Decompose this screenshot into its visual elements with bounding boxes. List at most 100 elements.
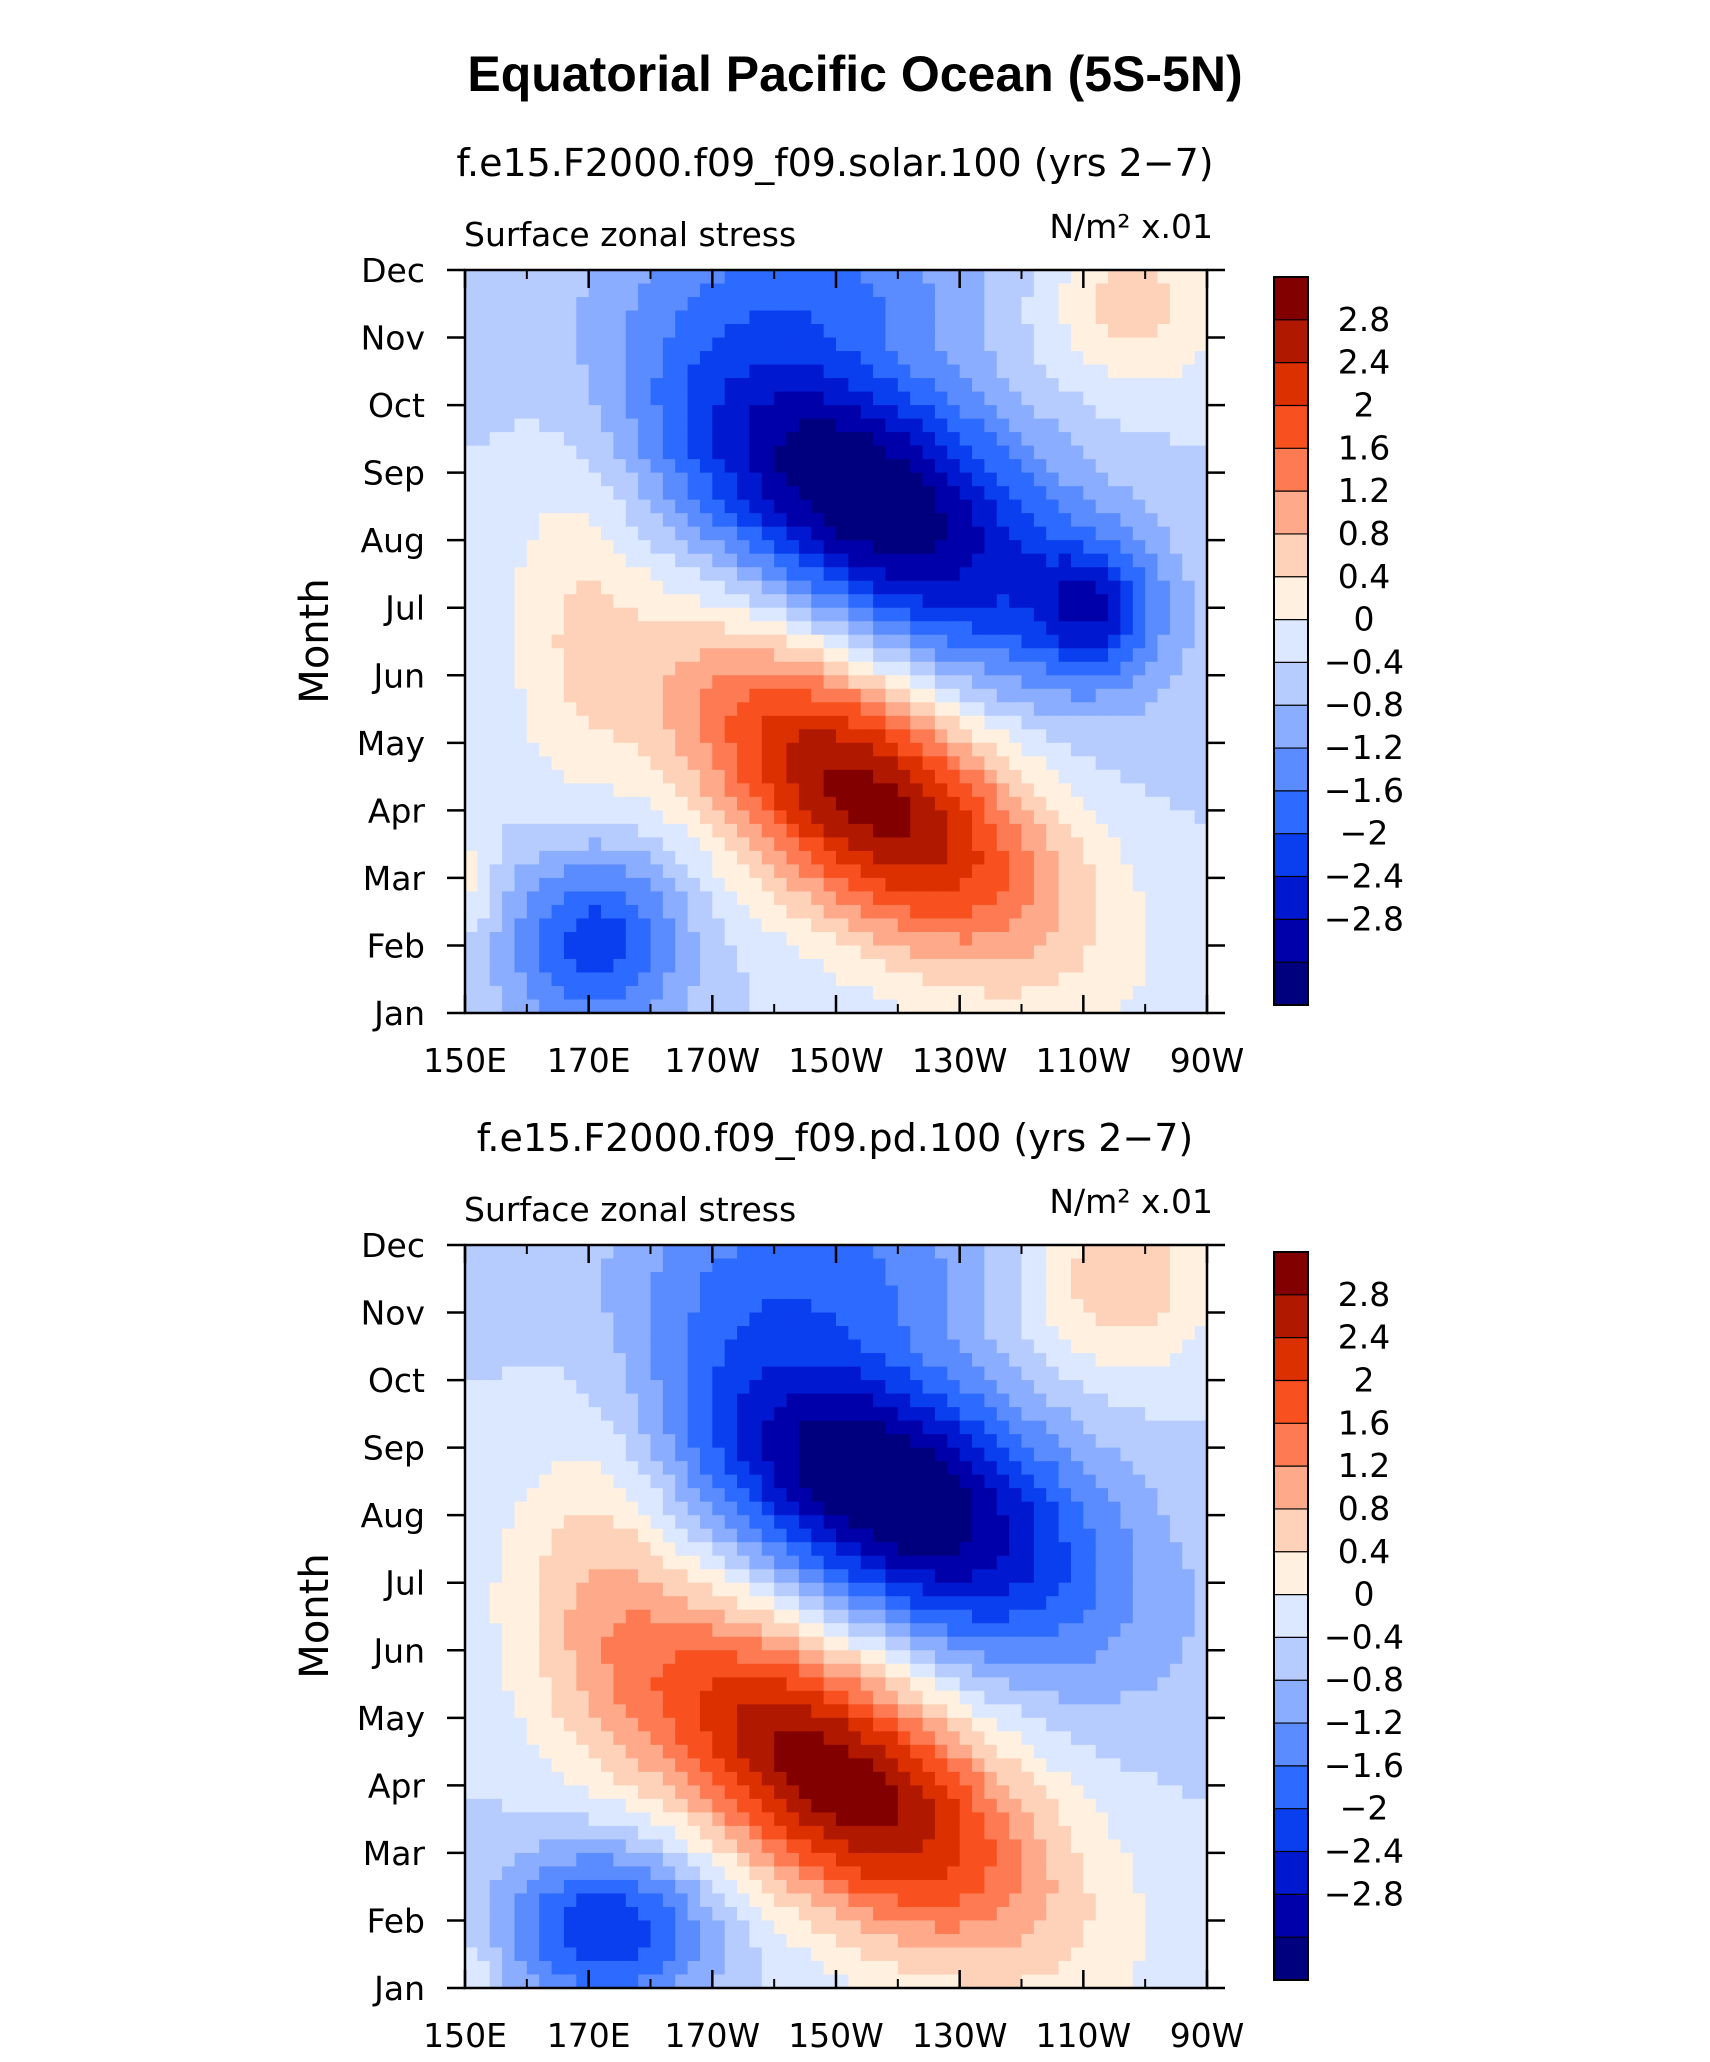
heatmap-cell — [1095, 567, 1109, 582]
heatmap-cell — [1083, 594, 1097, 609]
heatmap-cell — [947, 675, 961, 690]
heatmap-cell — [1083, 742, 1097, 757]
heatmap-cell — [687, 1542, 701, 1557]
heatmap-cell — [489, 1893, 503, 1908]
heatmap-cell — [613, 1623, 627, 1638]
heatmap-cell — [1169, 486, 1183, 501]
heatmap-cell — [749, 283, 763, 298]
heatmap-cell — [1157, 904, 1171, 920]
heatmap-cell — [786, 1785, 800, 1800]
heatmap-cell — [650, 810, 664, 825]
heatmap-cell — [749, 850, 763, 865]
heatmap-cell — [662, 1569, 676, 1584]
heatmap-cell — [749, 1501, 763, 1516]
heatmap-cell — [1058, 999, 1072, 1014]
heatmap-cell — [897, 769, 911, 784]
colorbar-box — [1274, 919, 1308, 963]
heatmap-cell — [1194, 283, 1208, 298]
heatmap-cell — [675, 1461, 689, 1476]
heatmap-cell — [1182, 391, 1196, 406]
heatmap-cell — [1120, 567, 1134, 582]
heatmap-cell — [650, 1447, 664, 1462]
heatmap-cell — [996, 958, 1010, 974]
heatmap-cell — [662, 1690, 676, 1705]
heatmap-cell — [1157, 540, 1171, 555]
heatmap-cell — [563, 1785, 577, 1800]
heatmap-cell — [650, 1866, 664, 1881]
heatmap-cell — [601, 1866, 614, 1881]
y-axis-label: Month — [292, 578, 338, 703]
heatmap-cell — [687, 1825, 701, 1840]
heatmap-cell — [551, 850, 565, 865]
heatmap-cell — [1083, 972, 1097, 987]
heatmap-cell — [1021, 742, 1035, 757]
heatmap-cell — [1021, 283, 1035, 298]
heatmap-cell — [489, 958, 503, 974]
heatmap-cell — [613, 1596, 627, 1611]
heatmap-cell — [774, 918, 788, 933]
heatmap-cell — [712, 351, 726, 366]
heatmap-cell — [1108, 270, 1122, 285]
heatmap-cell — [836, 459, 849, 474]
heatmap-cell — [613, 1650, 627, 1665]
heatmap-cell — [477, 1920, 491, 1935]
heatmap-cell — [576, 1272, 590, 1287]
heatmap-cell — [526, 985, 540, 1001]
heatmap-cell — [811, 1528, 825, 1543]
heatmap-cell — [922, 918, 936, 933]
heatmap-cell — [934, 783, 948, 798]
heatmap-cell — [551, 1920, 565, 1935]
heatmap-cell — [601, 1434, 614, 1449]
heatmap-cell — [551, 432, 565, 447]
heatmap-cell — [625, 729, 639, 744]
heatmap-cell — [798, 1488, 812, 1503]
heatmap-cell — [1157, 486, 1171, 501]
heatmap-cell — [650, 351, 664, 366]
heatmap-cell — [712, 783, 726, 798]
heatmap-cell — [774, 1663, 788, 1678]
heatmap-cell — [601, 1812, 614, 1827]
heatmap-cell — [712, 877, 726, 893]
heatmap-cell — [489, 1974, 503, 1989]
heatmap-cell — [477, 418, 491, 433]
heatmap-cell — [601, 972, 614, 987]
heatmap-cell — [675, 594, 689, 609]
heatmap-cell — [539, 1258, 553, 1273]
heatmap-cell — [1108, 418, 1122, 433]
heatmap-cell — [613, 540, 627, 555]
heatmap-cell — [972, 661, 985, 676]
heatmap-cell — [798, 1758, 812, 1773]
heatmap-cell — [650, 877, 664, 893]
heatmap-cell — [539, 1812, 553, 1827]
heatmap-cell — [699, 391, 713, 406]
heatmap-cell — [749, 1636, 763, 1651]
heatmap-cell — [588, 1285, 602, 1300]
heatmap-cell — [477, 1812, 491, 1827]
heatmap-cell — [910, 742, 924, 757]
heatmap-cell — [588, 1569, 602, 1584]
heatmap-cell — [798, 1677, 812, 1692]
heatmap-cell — [737, 823, 751, 838]
heatmap-cell — [625, 1825, 639, 1840]
heatmap-cell — [613, 1893, 627, 1908]
heatmap-cell — [563, 486, 577, 501]
heatmap-cell — [1132, 472, 1146, 487]
heatmap-cell — [489, 1447, 503, 1462]
heatmap-cell — [848, 918, 862, 933]
heatmap-cell — [638, 1798, 652, 1813]
heatmap-cell — [1132, 702, 1146, 717]
heatmap-cell — [514, 391, 528, 406]
heatmap-cell — [465, 756, 478, 771]
heatmap-cell — [1033, 972, 1047, 987]
heatmap-cell — [1194, 675, 1208, 690]
heatmap-cell — [712, 1285, 726, 1300]
heatmap-cell — [613, 1825, 627, 1840]
heatmap-cell — [774, 472, 788, 487]
heatmap-cell — [1120, 607, 1134, 622]
heatmap-cell — [1083, 351, 1097, 366]
heatmap-cell — [514, 1528, 528, 1543]
heatmap-cell — [761, 1636, 775, 1651]
heatmap-cell — [588, 1434, 602, 1449]
heatmap-cell — [798, 1353, 812, 1368]
heatmap-cell — [588, 634, 602, 649]
